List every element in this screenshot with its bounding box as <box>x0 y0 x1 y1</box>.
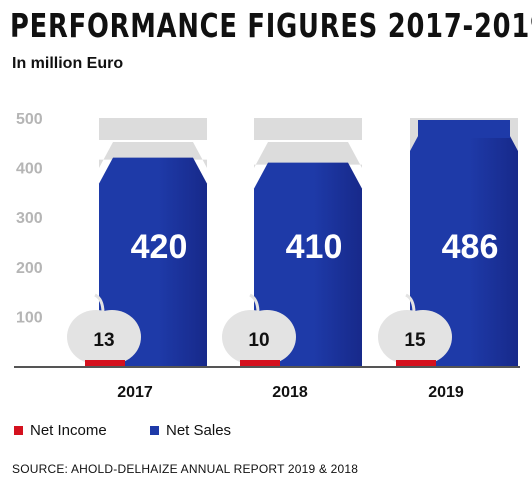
net-income-value-label: 13 <box>93 330 114 351</box>
net-income-value-label: 15 <box>404 330 426 351</box>
net-income-apple-stem <box>249 293 260 314</box>
net-sales-lid <box>418 120 510 138</box>
y-tick-label: 400 <box>16 161 43 178</box>
x-tick-label: 2018 <box>272 384 308 401</box>
net-income-apple-stem <box>405 293 416 314</box>
net-income-value-label: 10 <box>248 330 269 351</box>
net-income-apple-right <box>238 310 296 364</box>
net-income-apple-right <box>83 310 141 364</box>
net-income-bar <box>85 360 125 366</box>
net-income-apple-right <box>394 310 452 364</box>
legend-item-net-sales: Net Sales <box>150 422 231 439</box>
net-income-apple-stem <box>94 293 105 314</box>
capacity-bar <box>99 118 207 140</box>
x-tick-label: 2019 <box>428 384 464 401</box>
capacity-shoulder <box>254 142 362 168</box>
net-sales-value-label: 420 <box>131 228 188 266</box>
capacity-shoulder <box>99 142 207 168</box>
legend-label-net-sales: Net Sales <box>166 422 232 439</box>
chart-title: PERFORMANCE FIGURES 2017-2019 <box>10 6 532 45</box>
chart-subtitle: In million Euro <box>12 55 124 72</box>
legend-swatch-net-sales <box>150 426 159 435</box>
y-tick-label: 300 <box>16 210 43 227</box>
source-note: SOURCE: AHOLD-DELHAIZE ANNUAL REPORT 201… <box>12 462 359 476</box>
x-tick-label: 2017 <box>117 384 153 401</box>
legend-swatch-net-income <box>14 426 23 435</box>
y-tick-label: 100 <box>16 309 43 326</box>
net-income-bar <box>396 360 436 366</box>
net-sales-bar <box>410 124 518 366</box>
y-tick-label: 200 <box>16 260 43 277</box>
net-sales-value-label: 410 <box>286 228 343 266</box>
capacity-bar <box>254 118 362 140</box>
net-income-bar <box>240 360 280 366</box>
legend-item-net-income: Net Income <box>14 422 107 439</box>
y-tick-label: 500 <box>16 111 43 128</box>
net-sales-value-label: 486 <box>442 228 499 266</box>
bar-chart: 500 400 300 200 100 420 13 2017 410 10 2018 486 15 20… <box>14 111 520 401</box>
legend-label-net-income: Net Income <box>30 422 107 439</box>
